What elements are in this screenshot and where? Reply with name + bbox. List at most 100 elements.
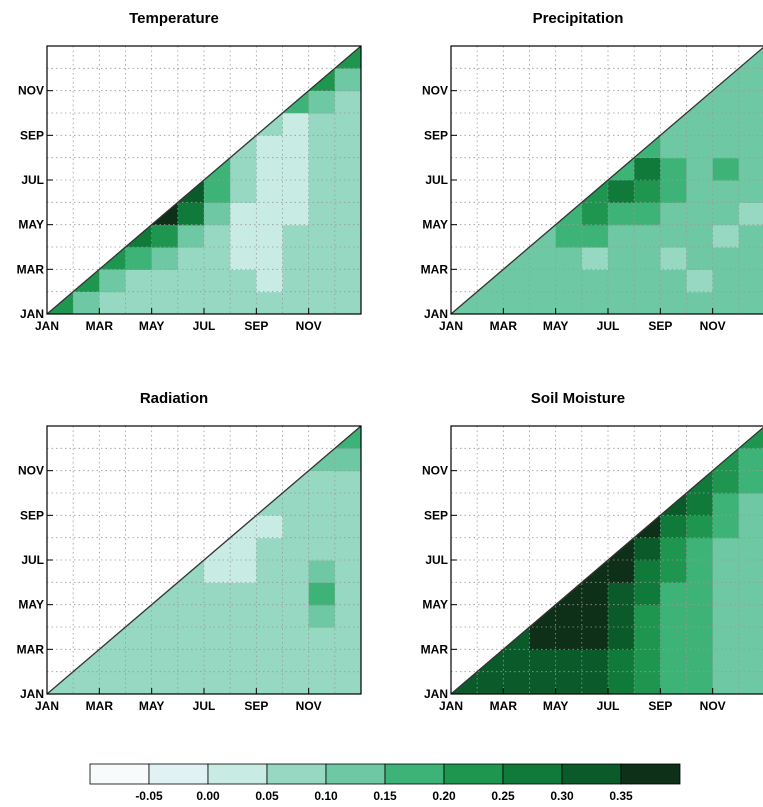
heatmap-cell [555,247,583,270]
heatmap-cell [738,202,763,226]
heatmap-cell [230,180,257,203]
heatmap-cell [555,671,583,694]
heatmap-cell [581,247,609,270]
heatmap-cell [151,269,179,293]
diagonal-line [46,425,362,695]
heatmap-cell [712,627,740,650]
x-tick-label: SEP [648,319,672,333]
heatmap-cell [308,560,336,583]
heatmap-cell [738,157,763,181]
heatmap-cell [738,448,763,472]
heatmap-cell [712,515,740,539]
heatmap-cell [99,291,127,314]
heatmap-cell [660,180,688,203]
heatmap-cell [660,202,688,226]
heatmap-cell [712,604,740,628]
heatmap-cell [738,113,763,136]
heatmap-cell [334,113,361,136]
heatmap-cell [230,224,257,248]
x-tick-label: MAR [86,699,114,713]
heatmap-cell [204,560,231,583]
y-tick-label: JUL [21,173,44,187]
y-tick-label: MAR [421,262,449,276]
heatmap-cell [334,671,361,694]
x-tick-label: JAN [439,699,463,713]
colorbar-tick-label: 0.20 [432,789,456,803]
heatmap-cell [204,291,231,314]
heatmap-cell [712,157,740,181]
y-tick-label: MAY [422,598,448,612]
heatmap-cell [634,560,661,583]
y-tick-label: MAR [17,262,45,276]
heatmap-cell [738,649,763,673]
heatmap-cell [334,649,361,673]
heatmap-cell [608,627,635,650]
colorbar-swatch [561,763,622,785]
heatmap-cell [308,515,336,539]
heatmap-cell [308,180,336,203]
heatmap-cell [334,493,361,516]
heatmap-cell [282,671,310,694]
heatmap-cell [230,291,257,314]
heatmap-cell [334,90,361,114]
x-tick-label: NOV [700,699,726,713]
heatmap-cell [738,493,763,516]
heatmap-cell [608,224,635,248]
heatmap-cell [738,135,763,159]
heatmap-cell [712,180,740,203]
heatmap-cell [660,291,688,314]
heatmap-cell [738,604,763,628]
heatmap-cell [204,649,231,673]
heatmap-cell [230,582,257,606]
panel-2: Precipitation JAN MAR MAY JUL SEP NOV JAN MAR MAY… [421,10,763,333]
heatmap-cell [308,247,336,270]
heatmap-cell [634,291,661,314]
heatmap-cell [712,671,740,694]
colorbar-swatch [443,763,504,785]
colorbar-swatch [620,763,681,785]
heatmap-cell [230,202,257,226]
colorbar-tick-label: 0.30 [550,789,574,803]
x-tick-label: MAR [490,319,518,333]
heatmap-cell [712,291,740,314]
heatmap-cell [204,202,231,226]
heatmap-cell [334,582,361,606]
colorbar-swatch [325,763,386,785]
heatmap-cell [712,582,740,606]
heatmap-cell [686,291,714,314]
x-tick-label: JAN [439,319,463,333]
heatmap-cell [177,582,205,606]
heatmap-cell [738,560,763,583]
x-tick-label: MAR [490,699,518,713]
heatmap-cell [608,671,635,694]
heatmap-cell [686,582,714,606]
heatmap-cell [308,291,336,314]
heatmap-cell [686,493,714,516]
heatmap-cell [282,157,310,181]
heatmap-cell [282,560,310,583]
heatmap-cell [282,291,310,314]
heatmap-cell [686,560,714,583]
heatmap-cell [555,291,583,314]
heatmap-cell [503,269,531,293]
heatmap-cell [334,269,361,293]
heatmap-cell [738,537,763,561]
heatmap-cell [660,604,688,628]
heatmap-cells [47,426,361,694]
heatmap-cell [282,247,310,270]
heatmap-cell [308,627,336,650]
heatmap-cell [282,269,310,293]
y-tick-label: MAR [421,642,449,656]
heatmap-cell [608,291,635,314]
heatmap-cell [712,90,740,114]
heatmap-cell [334,291,361,314]
heatmap-cell [334,627,361,650]
heatmap-cell [634,180,661,203]
heatmap-cell [634,537,661,561]
heatmap-cell [738,582,763,606]
heatmap-cell [282,627,310,650]
heatmap-cell [177,247,205,270]
heatmap-cell [686,157,714,181]
x-tick-label: MAR [86,319,114,333]
